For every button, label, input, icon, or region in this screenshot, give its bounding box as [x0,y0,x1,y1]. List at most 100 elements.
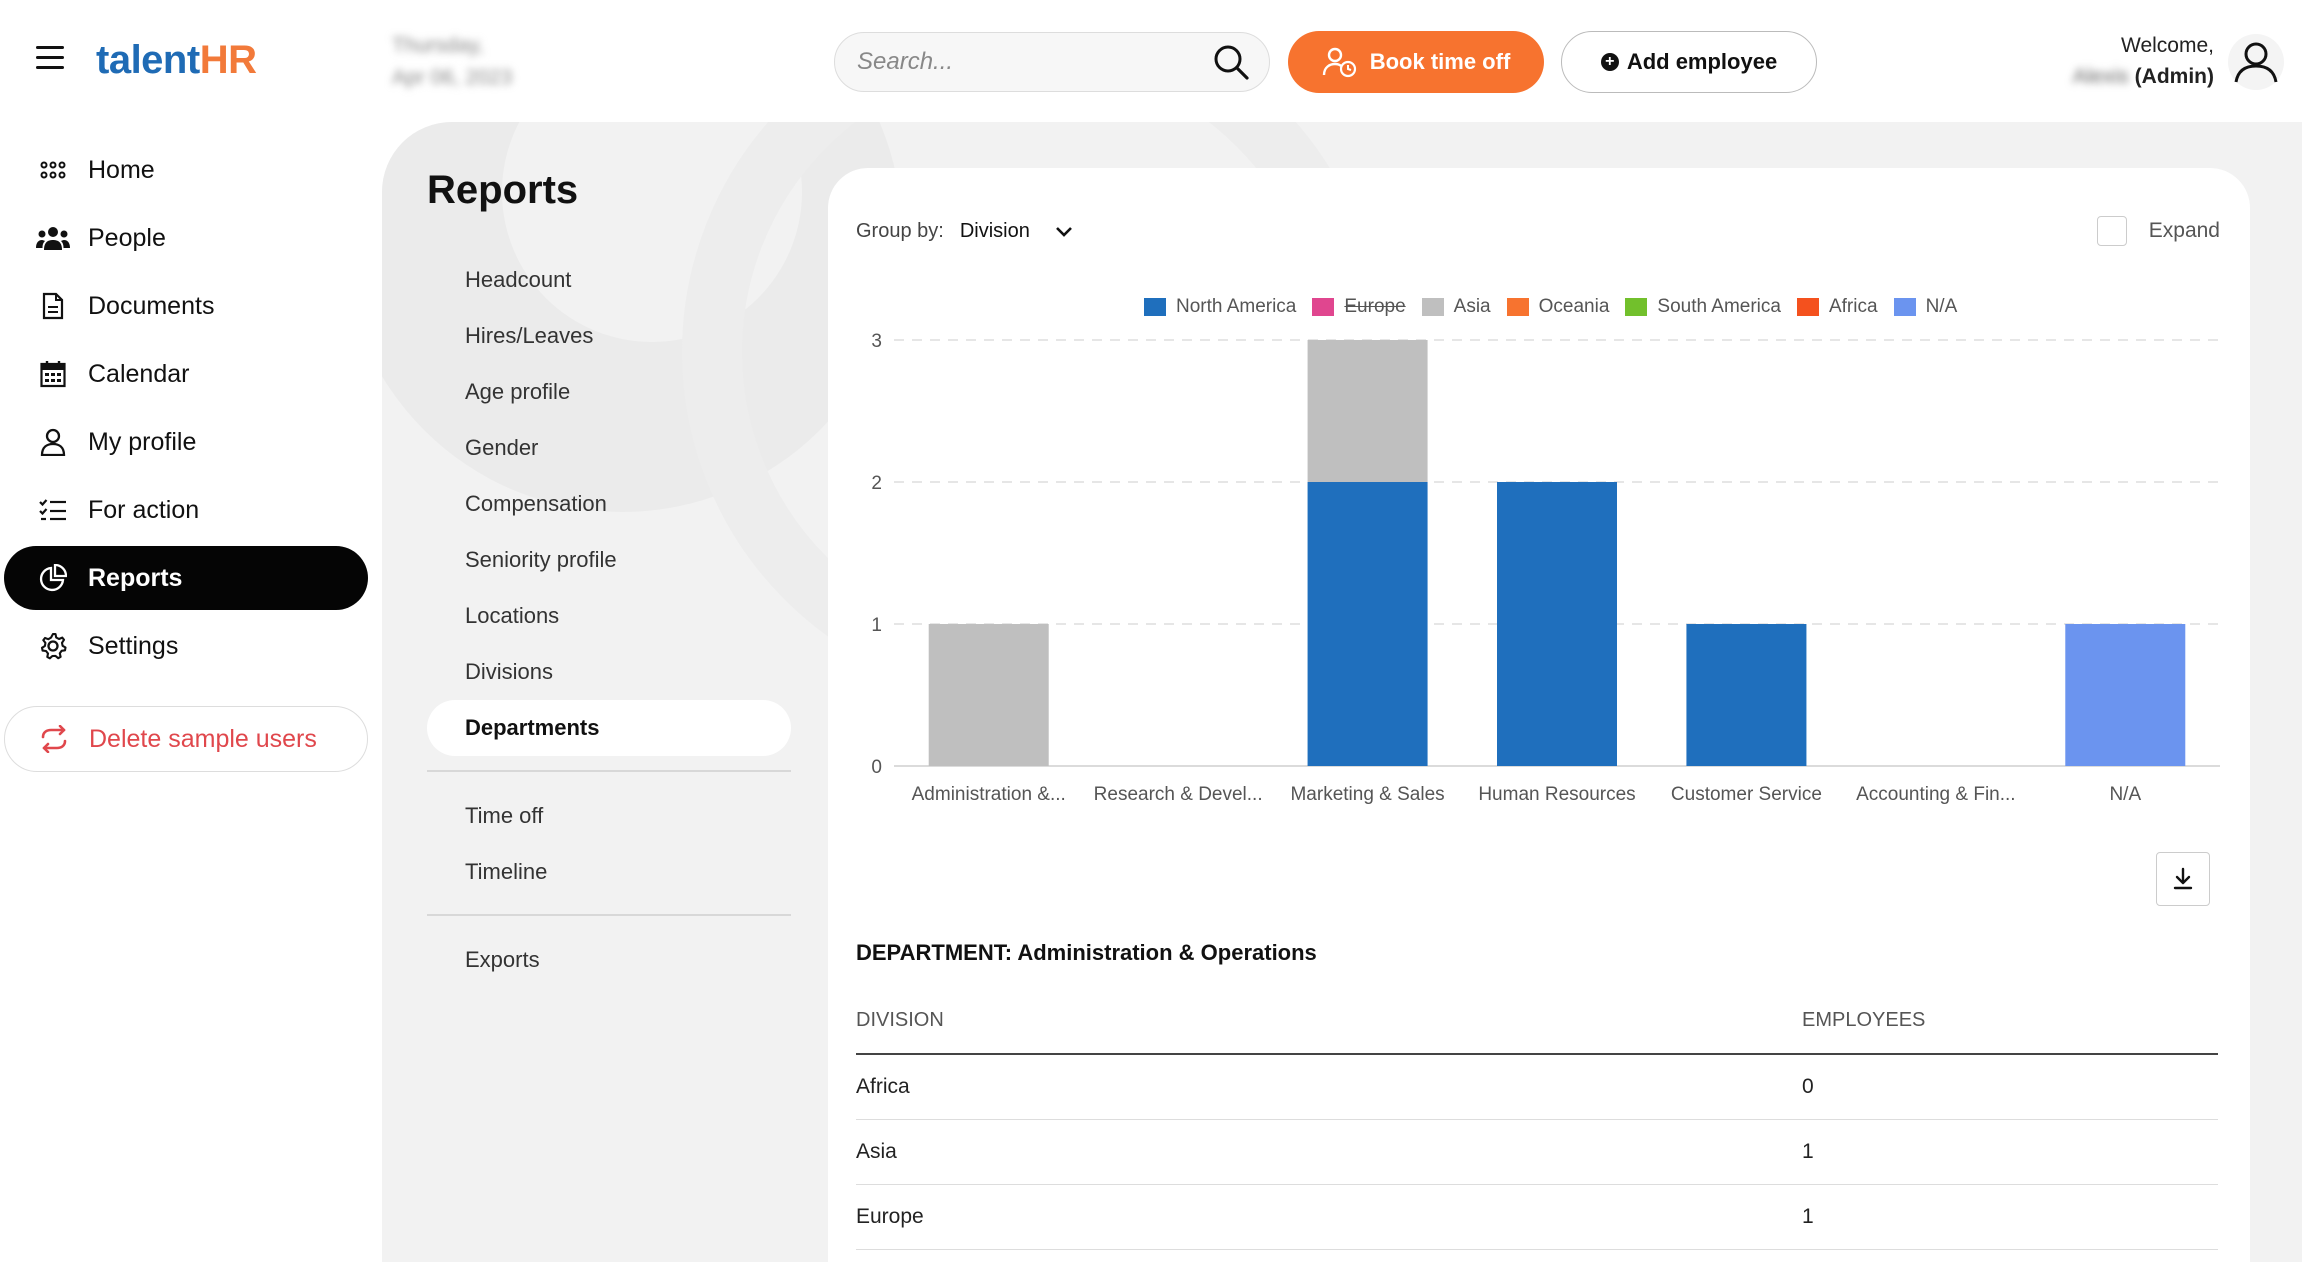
search-icon[interactable] [1211,42,1251,82]
cell-employees: 1 [1802,1119,2218,1185]
subnav-item-locations[interactable]: Locations [465,603,560,628]
subnav-item-time-off[interactable]: Time off [465,803,544,828]
add-employee-button[interactable]: + Add employee [1561,31,1817,93]
x-tick-label: Customer Service [1671,784,1822,805]
sidebar-item-my-profile[interactable]: My profile [4,410,368,474]
sidebar-item-label: For action [88,495,200,524]
subnav-item-seniority-profile[interactable]: Seniority profile [465,547,617,572]
legend-item[interactable]: Africa [1796,296,1878,318]
department-title: DEPARTMENT: Administration & Operations [856,940,1317,965]
legend-label: South America [1657,296,1781,317]
legend-swatch [1893,298,1916,316]
legend-item[interactable]: South America [1625,296,1781,318]
bar-segment [1307,340,1428,482]
download-button[interactable] [2156,852,2210,906]
menu-icon[interactable] [36,46,64,70]
legend-label: Asia [1453,296,1491,317]
sidebar-item-home[interactable]: Home [4,138,368,202]
subnav-item-headcount[interactable]: Headcount [465,267,572,292]
y-tick-label: 3 [871,331,882,352]
date-day: Thursday, [392,34,484,57]
date-full: Apr 06, 2023 [392,66,513,89]
y-tick-label: 0 [871,757,882,778]
welcome-text: Welcome, [2121,34,2214,57]
x-tick-label: N/A [2109,784,2141,805]
sidebar-item-for-action[interactable]: For action [4,478,368,542]
bar-segment [2065,624,2186,766]
bar-segment [1307,482,1428,766]
legend-swatch [1506,298,1529,316]
report-card: Group by: Division Expand North America E… [828,168,2250,1262]
legend-item[interactable]: Asia [1421,296,1491,318]
user-avatar-icon[interactable] [2226,32,2286,92]
bar-segment [928,624,1049,766]
legend-swatch [1421,298,1444,316]
x-tick-label: Human Resources [1478,784,1635,805]
sidebar-item-label: My profile [88,427,197,456]
user-role: (Admin) [2134,65,2214,88]
y-tick-label: 2 [871,473,882,494]
grid-icon [40,161,66,179]
table-row: Asia 1 [856,1119,2218,1185]
people-icon [36,227,70,250]
sidebar-item-label: Home [88,155,155,184]
chart-legend: North America Europe Asia Oceania South Amer… [1144,296,1973,318]
table-row: Europe 1 [856,1184,2218,1250]
legend-swatch [1144,298,1166,316]
chevron-down-icon[interactable] [1054,225,1074,239]
expand-label: Expand [2148,219,2220,242]
legend-label: Africa [1828,296,1878,317]
cell-division: Africa [856,1054,1802,1120]
cell-employees: 0 [1802,1054,2218,1120]
sidebar-item-calendar[interactable]: Calendar [4,342,368,406]
user-name: Alexis [2072,65,2129,88]
cell-division: Asia [856,1119,1802,1185]
table-header-row: DIVISION EMPLOYEES [856,988,2218,1055]
subnav-item-gender[interactable]: Gender [465,435,539,460]
x-tick-label: Accounting & Fin... [1856,784,2015,805]
legend-item[interactable]: North America [1144,296,1296,318]
subnav-item-age-profile[interactable]: Age profile [465,379,571,404]
division-table: DIVISION EMPLOYEES Africa 0 Asia 1 Europ… [856,988,2218,1250]
legend-item[interactable]: Oceania [1506,296,1609,318]
person-icon [40,428,66,456]
logo[interactable]: talentHR [96,38,257,82]
legend-swatch [1796,298,1819,316]
table-row: Africa 0 [856,1054,2218,1120]
group-by-control: Group by: Division [856,220,1074,243]
stacked-bar-chart: 0 1 2 3 Administration &... Research & Devel.… [871,331,2220,805]
subnav-item-exports[interactable]: Exports [465,947,540,972]
bar-segment [1497,482,1617,766]
divider [427,770,791,772]
y-tick-label: 1 [871,615,882,636]
column-header-employees: EMPLOYEES [1802,988,2218,1055]
expand-toggle[interactable]: Expand [2096,216,2220,246]
cell-division: Europe [856,1184,1802,1250]
gear-icon [40,632,67,660]
subnav-item-compensation[interactable]: Compensation [465,491,607,516]
x-tick-label: Administration &... [912,784,1066,805]
legend-item[interactable]: N/A [1893,296,1957,318]
legend-item[interactable]: Europe [1312,296,1406,318]
sidebar-item-label: Calendar [88,359,190,388]
sidebar-item-settings[interactable]: Settings [4,614,368,678]
subnav-item-timeline[interactable]: Timeline [465,859,548,884]
sidebar-item-reports[interactable]: Reports [4,546,368,610]
book-time-off-label: Book time off [1369,49,1511,74]
person-clock-icon [1322,47,1356,78]
group-by-select[interactable]: Division [959,220,1030,242]
sidebar-item-people[interactable]: People [4,206,368,270]
sidebar-nav: Home People Documents Calendar My profil… [4,138,368,682]
subnav-item-departments[interactable]: Departments [427,700,791,756]
page-title: Reports [427,168,579,212]
x-tick-label: Research & Devel... [1094,784,1263,805]
delete-sample-users-button[interactable]: Delete sample users [4,706,368,772]
sidebar-item-documents[interactable]: Documents [4,274,368,338]
subnav-item-hires-leaves[interactable]: Hires/Leaves [465,323,594,348]
book-time-off-button[interactable]: Book time off [1288,31,1544,93]
search-input[interactable] [857,48,1211,76]
x-tick-label: Marketing & Sales [1290,784,1444,805]
legend-swatch [1312,298,1335,316]
subnav-item-divisions[interactable]: Divisions [465,659,554,684]
expand-checkbox[interactable] [2096,216,2127,246]
